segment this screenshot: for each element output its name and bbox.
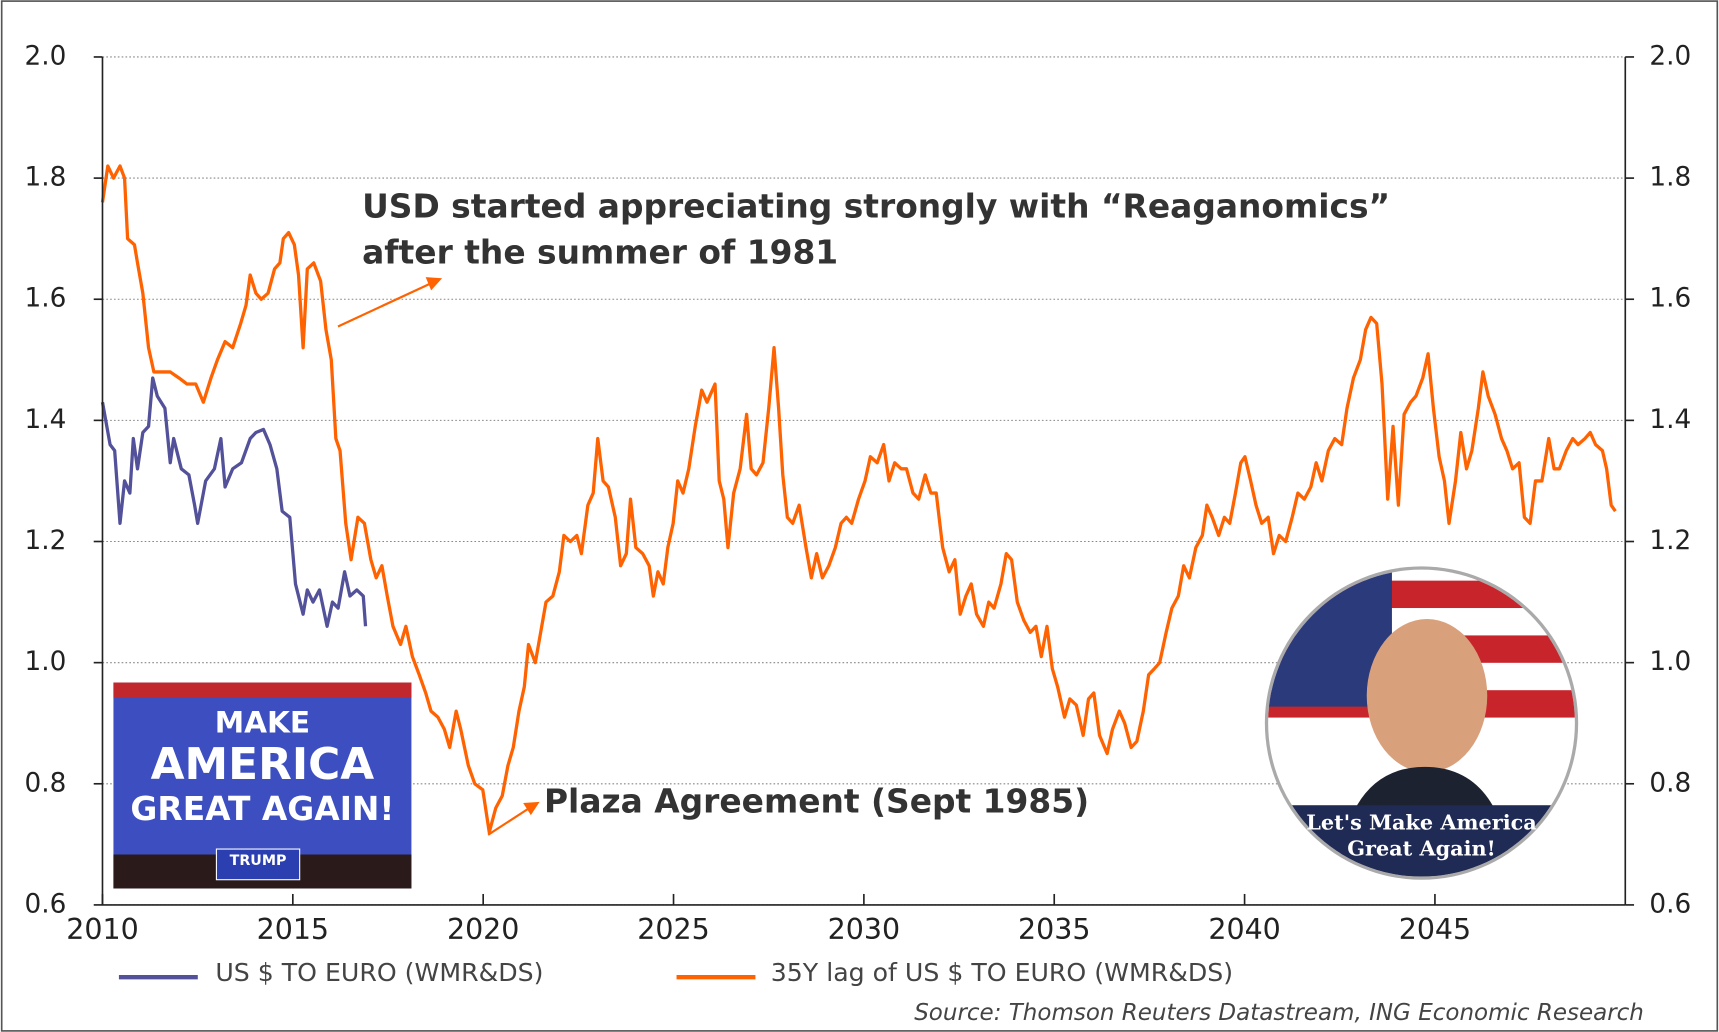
y-tick-label: 0.8 bbox=[25, 768, 67, 798]
image-text: Let's Make America bbox=[1306, 809, 1537, 834]
image-text: Great Again! bbox=[1347, 836, 1496, 861]
y2-tick-label: 0.8 bbox=[1649, 768, 1691, 798]
annotation: USD started appreciating strongly with “… bbox=[362, 187, 1390, 226]
x-tick-label: 2010 bbox=[66, 913, 138, 946]
x-tick-label: 2025 bbox=[637, 913, 709, 946]
y2-tick-label: 1.4 bbox=[1649, 405, 1691, 435]
y2-tick-label: 1.0 bbox=[1649, 647, 1691, 677]
legend-label: 35Y lag of US $ TO EURO (WMR&DS) bbox=[771, 958, 1233, 987]
source: Source: Thomson Reuters Datastream, ING … bbox=[914, 1000, 1644, 1026]
y-tick-label: 1.2 bbox=[25, 526, 67, 556]
y2-tick-label: 2.0 bbox=[1649, 41, 1691, 71]
x-tick-label: 2045 bbox=[1399, 913, 1471, 946]
annotation: Plaza Agreement (Sept 1985) bbox=[544, 782, 1089, 821]
y-tick-label: 2.0 bbox=[25, 41, 67, 71]
x-tick-label: 2015 bbox=[257, 913, 329, 946]
y-tick-label: 1.4 bbox=[25, 405, 67, 435]
chart: MAKE AMERICA GREAT AGAIN! TRUMP Let's Ma… bbox=[0, 0, 1719, 1032]
image-text: TRUMP bbox=[230, 853, 287, 869]
y-tick-label: 1.6 bbox=[25, 284, 67, 314]
x-tick-label: 2030 bbox=[828, 913, 900, 946]
x-tick-label: 2020 bbox=[447, 913, 519, 946]
image-text: AMERICA bbox=[151, 739, 375, 790]
image-text: MAKE bbox=[215, 706, 310, 740]
y-tick-label: 1.8 bbox=[25, 163, 67, 193]
legend-label: US $ TO EURO (WMR&DS) bbox=[215, 958, 543, 987]
image-banner bbox=[113, 683, 411, 698]
y2-tick-label: 1.6 bbox=[1649, 284, 1691, 314]
left-image: MAKE AMERICA GREAT AGAIN! TRUMP bbox=[113, 683, 411, 889]
y-tick-label: 1.0 bbox=[25, 647, 67, 677]
image-text: GREAT AGAIN! bbox=[130, 789, 394, 828]
annotation: after the summer of 1981 bbox=[362, 233, 838, 272]
y2-tick-label: 1.2 bbox=[1649, 526, 1691, 556]
y2-tick-label: 1.8 bbox=[1649, 163, 1691, 193]
y2-tick-label: 0.6 bbox=[1649, 889, 1691, 919]
y-tick-label: 0.6 bbox=[25, 889, 67, 919]
x-tick-label: 2035 bbox=[1018, 913, 1090, 946]
x-tick-label: 2040 bbox=[1208, 913, 1280, 946]
